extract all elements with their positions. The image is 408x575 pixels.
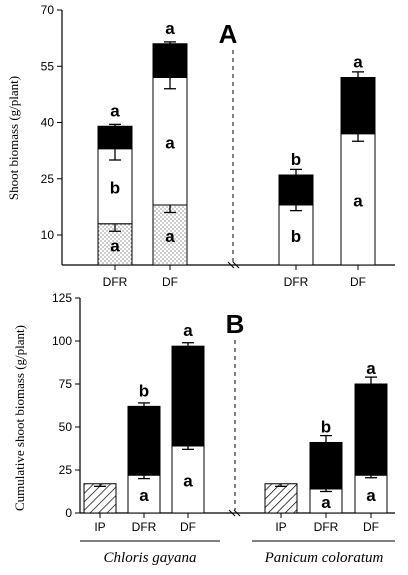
panel-a-significance-letter: a: [165, 19, 175, 38]
panel-b-axis-break: [233, 509, 241, 517]
panel-a-significance-letter: a: [353, 191, 363, 210]
panel-b-y-tick-label: 0: [65, 506, 72, 520]
panel-b-bar-segment: [127, 474, 161, 514]
panel-b-bar-segment: [354, 383, 388, 476]
panel-a-axis-break: [232, 261, 240, 269]
panel-b-significance-letter: a: [321, 493, 331, 512]
panel-a-significance-letter: a: [353, 53, 363, 72]
panel-b-y-axis-label: Cumulative shoot biomass (g/plant): [12, 325, 27, 511]
panel-a-bar-segment: [152, 43, 188, 78]
panel-a-significance-letter: a: [110, 101, 120, 120]
panel-a-y-tick-label: 25: [41, 172, 55, 186]
panel-a-significance-letter: a: [110, 236, 120, 255]
panel-b-y-tick-label: 50: [59, 420, 73, 434]
panel-a-y-tick-label: 55: [41, 59, 55, 73]
panel-a-category-label: DFR: [284, 275, 309, 289]
panel-a-significance-letter: b: [291, 150, 301, 169]
panel-a-category-label: DF: [350, 275, 366, 289]
panel-a-category-label: DFR: [103, 275, 128, 289]
panel-a-significance-letter: a: [165, 133, 175, 152]
panel-b-significance-letter: b: [321, 417, 331, 436]
panel-a-bar-segment: [97, 125, 133, 150]
panel-a: A Shoot biomass (g/plant) DFR DF DFR DF …: [6, 3, 395, 289]
panel-a-bar-segment: [278, 174, 314, 206]
panel-b-bar-segment: [127, 405, 161, 476]
panel-b-significance-letter: a: [366, 359, 376, 378]
panel-b-category-label: IP: [275, 520, 286, 534]
panel-b-significance-letter: a: [366, 486, 376, 505]
panel-a-y-tick-label: 70: [41, 3, 55, 17]
panel-a-y-tick-label: 40: [41, 116, 55, 130]
panel-b-category-label: DF: [180, 520, 196, 534]
panel-b-y-ticks: 0 25 50 75 100 125: [52, 291, 80, 520]
panel-b-significance-letter: b: [139, 381, 149, 400]
panel-b-axis-break: [228, 509, 236, 517]
panel-a-significance-letter: a: [165, 227, 175, 246]
panel-a-significance-letter: b: [110, 178, 120, 197]
panel-b-label: B: [226, 309, 245, 339]
panel-a-bar-segment: [340, 77, 376, 135]
panel-b-bar-segment: [83, 483, 117, 514]
panel-a-axis-break: [227, 261, 235, 269]
panel-b-significance-letter: a: [139, 486, 149, 505]
panel-a-bar-segment: [97, 148, 133, 225]
panel-b-bar-segment: [354, 474, 388, 514]
panel-b-category-label: IP: [94, 520, 105, 534]
panel-b-bar-segment: [309, 441, 343, 490]
panel-a-y-axis-label: Shoot biomass (g/plant): [6, 76, 21, 200]
panel-b-bars: a b a a a b a a: [83, 321, 388, 514]
panel-a-y-ticks: 10 25 40 55 70: [41, 3, 62, 242]
panel-a-category-label: DF: [162, 275, 178, 289]
panel-b-category-label: DF: [363, 520, 379, 534]
panel-a-bar-segment: [97, 223, 133, 266]
panel-b: B Cumulative shoot biomass (g/plant) IP …: [12, 291, 395, 566]
panel-a-bar-segment: [278, 204, 314, 266]
panel-a-significance-letter: b: [291, 227, 301, 246]
panel-b-bar-segment: [171, 345, 205, 447]
panel-b-category-label: DFR: [314, 520, 339, 534]
panel-b-y-tick-label: 25: [59, 463, 73, 477]
panel-a-y-tick-label: 10: [41, 228, 55, 242]
panel-b-y-tick-label: 75: [59, 377, 73, 391]
species-label-panicum: Panicum coloratum: [264, 550, 384, 566]
panel-b-significance-letter: a: [183, 321, 193, 340]
species-label-chloris: Chloris gayana: [104, 550, 197, 566]
panel-b-significance-letter: a: [183, 471, 193, 490]
panel-a-label: A: [219, 19, 238, 49]
panel-a-bar-segment: [152, 204, 188, 266]
panel-b-bar-segment: [264, 483, 298, 514]
panel-a-bars: a b a a a a b b a a: [97, 19, 376, 266]
panel-b-y-tick-label: 125: [52, 291, 72, 305]
panel-b-category-label: DFR: [132, 520, 157, 534]
panel-b-y-tick-label: 100: [52, 334, 72, 348]
panel-a-bar-segment: [340, 133, 376, 266]
